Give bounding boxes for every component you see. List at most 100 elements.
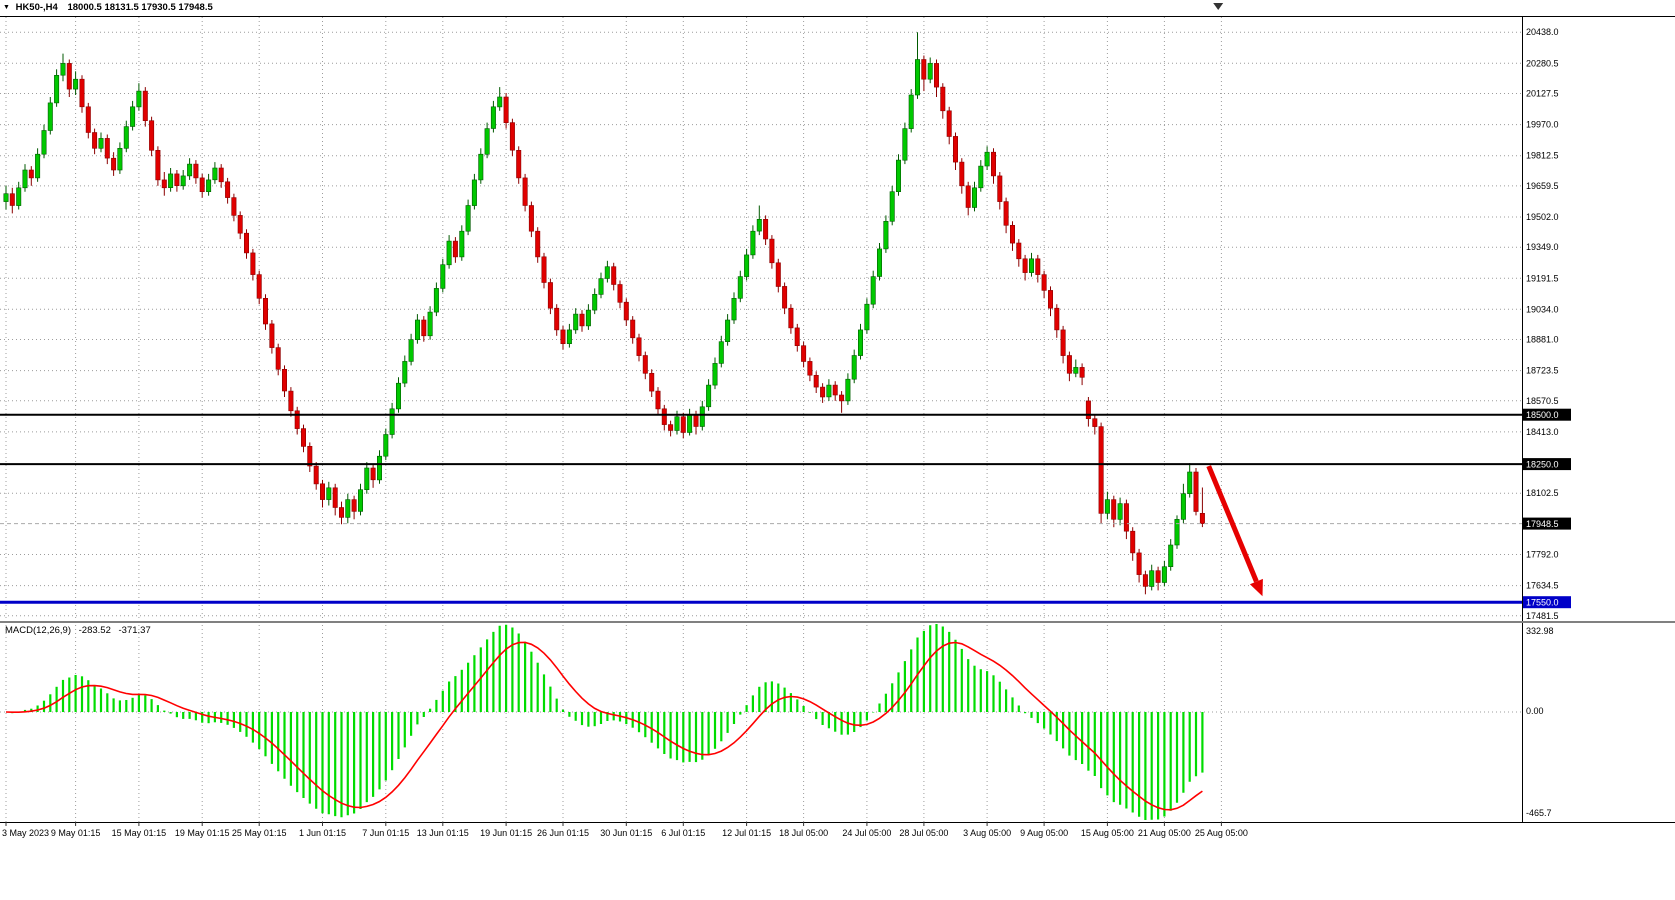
candle-body bbox=[978, 165, 984, 189]
candle-body bbox=[718, 341, 724, 364]
candle-body bbox=[269, 323, 275, 348]
candle-body bbox=[459, 230, 465, 258]
candle-body bbox=[946, 110, 952, 137]
candle-body bbox=[908, 94, 914, 129]
candle-body bbox=[275, 347, 281, 370]
candle-body bbox=[307, 445, 313, 467]
price-label: 17481.5 bbox=[1526, 611, 1559, 621]
candle-body bbox=[503, 96, 509, 124]
candle-body bbox=[60, 63, 66, 76]
time-label: 30 Jun 01:15 bbox=[600, 828, 652, 838]
price-scale[interactable]: 20438.0 20280.5 20127.5 19970.0 19812.5 19659… bbox=[1523, 27, 1571, 621]
time-label: 19 May 01:15 bbox=[175, 828, 230, 838]
time-label: 6 Jul 01:15 bbox=[661, 828, 705, 838]
candle-body bbox=[1073, 367, 1079, 374]
candle-body bbox=[1149, 570, 1155, 587]
time-label: 26 Jun 01:15 bbox=[537, 828, 589, 838]
candle-body bbox=[256, 274, 262, 299]
candle-body bbox=[237, 215, 243, 234]
price-label: 19349.0 bbox=[1526, 242, 1559, 252]
candle-body bbox=[820, 386, 826, 398]
trend-arrow[interactable] bbox=[1206, 465, 1259, 583]
candle-body bbox=[395, 382, 401, 410]
candle-body bbox=[756, 219, 762, 232]
candle-body bbox=[364, 467, 370, 491]
candle-body bbox=[199, 177, 205, 192]
macd-main-value: -283.52 bbox=[78, 625, 111, 636]
candle-body bbox=[655, 390, 661, 410]
candle-body bbox=[123, 126, 129, 149]
candle-body bbox=[1016, 242, 1022, 260]
candle-body bbox=[902, 128, 908, 161]
candle-body bbox=[712, 363, 718, 386]
time-label: 25 Aug 05:00 bbox=[1195, 828, 1248, 838]
candle-body bbox=[92, 132, 98, 149]
candle-body bbox=[604, 266, 610, 279]
price-label: 19191.5 bbox=[1526, 273, 1559, 283]
candle-body bbox=[1022, 258, 1028, 273]
candle-body bbox=[990, 151, 996, 177]
symbol-period-label: HK50-,H4 bbox=[15, 2, 58, 13]
candle-body bbox=[775, 262, 781, 287]
candle-body bbox=[661, 408, 667, 425]
candle-body bbox=[693, 414, 699, 427]
candle-body bbox=[402, 361, 408, 384]
candle-body bbox=[1009, 225, 1015, 244]
candle-body bbox=[870, 276, 876, 305]
time-scale[interactable]: 3 May 2023 9 May 01:15 15 May 01:15 19 May … bbox=[2, 822, 1248, 838]
macd-scale-min: -465.7 bbox=[1526, 808, 1552, 818]
special-price-label: 17948.5 bbox=[1526, 519, 1559, 529]
candle-body bbox=[744, 254, 750, 277]
trend-arrow-head[interactable] bbox=[1249, 578, 1263, 597]
candle-body bbox=[1029, 258, 1035, 273]
price-label: 18723.5 bbox=[1526, 366, 1559, 376]
candle-body bbox=[573, 313, 579, 331]
price-label: 20438.0 bbox=[1526, 27, 1559, 37]
candle-body bbox=[649, 372, 655, 392]
candle-body bbox=[706, 384, 712, 408]
time-label: 7 Jun 01:15 bbox=[362, 828, 409, 838]
symbol-dropdown-icon[interactable]: ▼ bbox=[3, 4, 10, 11]
candle-body bbox=[965, 185, 971, 208]
candle-body bbox=[3, 193, 9, 202]
candle-body bbox=[509, 122, 515, 151]
candle-body bbox=[161, 179, 167, 189]
candle-body bbox=[16, 187, 22, 206]
candle-body bbox=[490, 106, 496, 129]
macd-scale-zero: 0.00 bbox=[1526, 705, 1544, 716]
candle-body bbox=[933, 63, 939, 88]
candle-body bbox=[857, 329, 863, 356]
chart-shift-marker-icon[interactable] bbox=[1213, 3, 1224, 10]
candle-body bbox=[73, 78, 79, 90]
candle-body bbox=[1161, 566, 1167, 583]
candle-body bbox=[516, 150, 522, 179]
candle-body bbox=[218, 167, 224, 183]
candle-body bbox=[35, 153, 41, 179]
candle-body bbox=[940, 86, 946, 112]
candle-body bbox=[98, 138, 104, 149]
candle-body bbox=[984, 151, 990, 167]
chart-plot-area[interactable] bbox=[0, 17, 1522, 822]
candle-body bbox=[1155, 570, 1161, 583]
macd-signal-value: -371.37 bbox=[118, 625, 151, 636]
candle-body bbox=[642, 355, 648, 374]
price-label: 17634.5 bbox=[1526, 581, 1559, 591]
price-label: 20280.5 bbox=[1526, 58, 1559, 68]
candle-body bbox=[111, 157, 117, 171]
candle-body bbox=[1041, 274, 1047, 291]
candle-body bbox=[687, 414, 693, 433]
candle-body bbox=[813, 374, 819, 388]
candle-body bbox=[952, 136, 958, 163]
time-label: 13 Jun 01:15 bbox=[417, 828, 469, 838]
candle-body bbox=[319, 483, 325, 500]
time-label: 19 Jun 01:15 bbox=[480, 828, 532, 838]
candle-body bbox=[250, 252, 256, 275]
candle-body bbox=[541, 256, 547, 283]
candle-body bbox=[187, 163, 193, 177]
chart-info-bar: ▼ HK50-,H4 18000.5 18131.5 17930.5 17948… bbox=[3, 2, 213, 13]
candle-body bbox=[478, 153, 484, 181]
candle-body bbox=[440, 264, 446, 289]
price-label: 17792.0 bbox=[1526, 550, 1559, 560]
price-label: 18570.5 bbox=[1526, 396, 1559, 406]
